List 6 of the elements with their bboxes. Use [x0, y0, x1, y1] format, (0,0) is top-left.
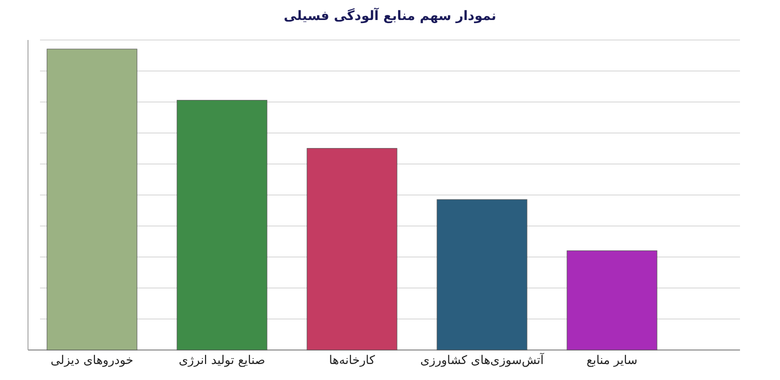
x-tick-label: کارخانه‌ها: [329, 353, 376, 367]
x-tick-label: خودروهای دیزلی: [50, 353, 134, 367]
chart-title: نمودار سهم منابع آلودگی فسیلی: [284, 7, 496, 24]
x-tick-label: سایر منابع: [586, 353, 638, 367]
x-tick-label: صنایع تولید انرژی: [178, 353, 266, 367]
x-tick-label: آتش‌سوزی‌های کشاورزی: [420, 352, 544, 367]
